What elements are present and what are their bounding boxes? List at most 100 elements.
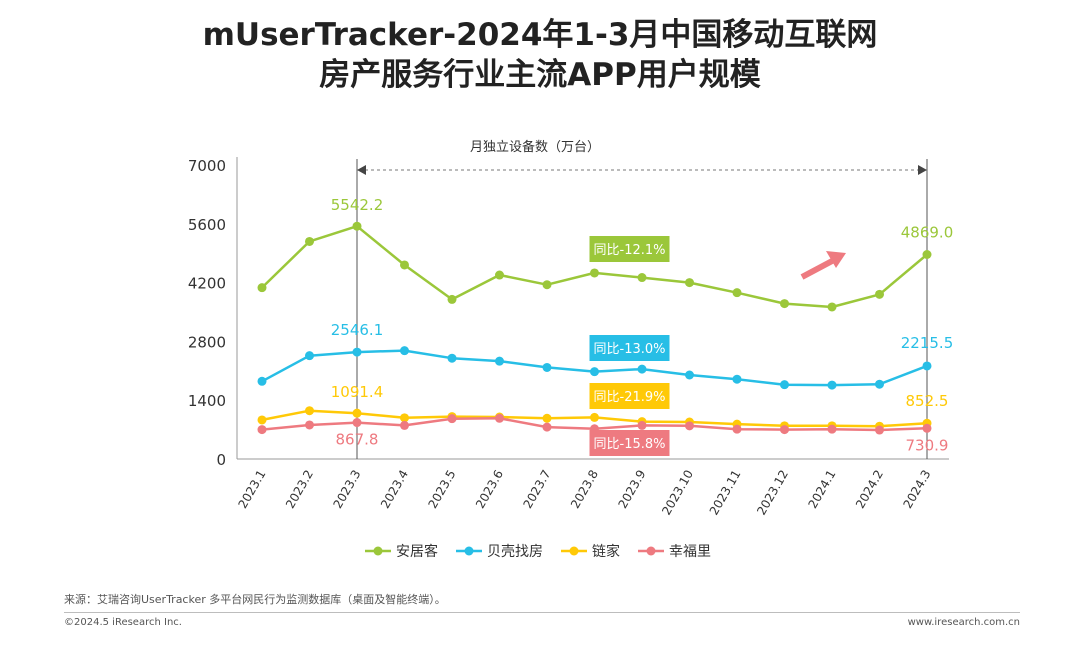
x-tick-label: 2023.4 (378, 468, 411, 511)
data-point (827, 380, 837, 390)
data-point (590, 268, 599, 278)
data-point (827, 302, 837, 312)
x-tick-label: 2023.5 (425, 468, 458, 511)
data-point (780, 299, 789, 309)
y-tick-label: 7000 (188, 157, 226, 175)
legend-marker (569, 546, 579, 556)
yoy-badge-label: 同比-21.9% (594, 390, 666, 405)
data-point (637, 364, 647, 374)
x-tick-label: 2023.8 (568, 468, 601, 511)
x-tick-label: 2023.12 (754, 468, 791, 518)
data-point (305, 236, 314, 246)
data-point (875, 425, 884, 435)
data-point (922, 361, 932, 371)
data-point (875, 379, 884, 389)
yoy-badge (589, 335, 670, 361)
data-point (685, 278, 694, 288)
data-point (257, 376, 267, 386)
footer-source: 来源：艾瑞咨询UserTracker 多平台网民行为监测数据库（桌面及智能终端）… (64, 593, 446, 606)
legend-label: 链家 (592, 543, 620, 560)
x-tick-label: 2023.3 (330, 468, 363, 511)
footer-divider (64, 612, 1020, 613)
data-point (257, 415, 267, 425)
yoy-badge-label: 同比-12.1% (594, 243, 666, 258)
data-point (447, 294, 457, 304)
data-point (875, 289, 884, 299)
legend-label: 幸福里 (669, 544, 711, 560)
data-point (305, 351, 314, 361)
comparison-arrow-right (918, 165, 927, 175)
data-point (400, 413, 409, 423)
data-point (495, 356, 504, 366)
data-point (447, 414, 457, 424)
data-point (257, 425, 267, 435)
y-tick-label: 2800 (188, 333, 226, 351)
x-tick-label: 2023.9 (615, 468, 648, 511)
data-point (732, 374, 742, 384)
y-tick-label: 1400 (188, 392, 226, 410)
x-tick-label: 2023.7 (520, 468, 553, 511)
data-point (637, 273, 647, 283)
rising-arrow-head (826, 251, 846, 268)
yoy-badge-label: 同比-15.8% (594, 437, 666, 452)
data-point (732, 288, 742, 298)
x-tick-label: 2023.11 (707, 468, 744, 518)
data-point (922, 423, 932, 433)
x-tick-label: 2024.2 (853, 468, 886, 511)
data-point (685, 370, 694, 380)
data-point (827, 424, 837, 434)
x-tick-label: 2024.3 (900, 468, 933, 511)
page-title-line-2: 房产服务行业主流APP用户规模 (319, 57, 761, 93)
x-tick-label: 2023.1 (235, 468, 268, 511)
data-point (400, 260, 409, 270)
data-point (352, 418, 362, 428)
yoy-badge (589, 430, 670, 456)
data-point (542, 413, 552, 423)
data-point (352, 408, 362, 418)
comparison-arrow-left (357, 165, 366, 175)
legend-marker (464, 546, 474, 556)
yoy-badge-label: 同比-13.0% (594, 342, 666, 357)
data-point (305, 420, 314, 430)
data-point (780, 425, 789, 435)
x-tick-label: 2023.10 (659, 468, 696, 518)
data-point (495, 413, 504, 423)
footer-copyright: ©2024.5 iResearch Inc. (64, 617, 182, 628)
legend-marker (373, 546, 383, 556)
footer-website[interactable]: www.iresearch.com.cn (907, 617, 1020, 628)
rising-arrow-shaft (800, 257, 836, 280)
data-point (352, 347, 362, 357)
data-point (542, 422, 552, 432)
data-point (495, 270, 504, 280)
data-point (542, 362, 552, 372)
y-tick-label: 5600 (188, 216, 226, 234)
page-title-line-1: mUserTracker-2024年1-3月中国移动互联网 (202, 17, 878, 53)
data-point (447, 353, 457, 363)
data-point (685, 421, 694, 431)
data-point (590, 367, 599, 377)
legend-label: 安居客 (396, 543, 438, 560)
data-point (542, 280, 552, 290)
x-tick-label: 2023.6 (473, 468, 506, 511)
data-point (732, 424, 742, 434)
data-point (400, 346, 409, 356)
data-label-end: 852.5 (906, 392, 949, 410)
data-point (305, 406, 314, 416)
legend-marker (646, 546, 656, 556)
chart-subtitle: 月独立设备数（万台） (470, 139, 600, 155)
data-label-start: 1091.4 (331, 383, 384, 401)
data-point (352, 221, 362, 231)
y-tick-label: 4200 (188, 275, 226, 293)
yoy-badge (589, 383, 670, 409)
data-label-end: 730.9 (906, 436, 949, 454)
data-point (400, 420, 409, 430)
x-tick-label: 2024.1 (805, 468, 838, 511)
x-tick-label: 2023.2 (283, 468, 316, 511)
legend-label: 贝壳找房 (487, 543, 543, 560)
data-point (780, 380, 789, 390)
data-label-start: 2546.1 (331, 321, 384, 339)
data-point (637, 420, 647, 430)
data-label-start: 5542.2 (331, 196, 384, 214)
y-tick-label: 0 (216, 451, 226, 469)
